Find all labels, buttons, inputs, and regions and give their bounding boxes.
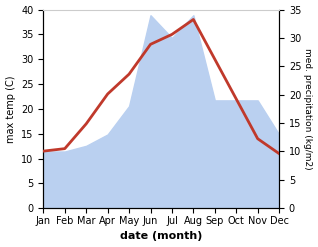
X-axis label: date (month): date (month) [120,231,203,242]
Y-axis label: max temp (C): max temp (C) [5,75,16,143]
Y-axis label: med. precipitation (kg/m2): med. precipitation (kg/m2) [303,48,313,170]
